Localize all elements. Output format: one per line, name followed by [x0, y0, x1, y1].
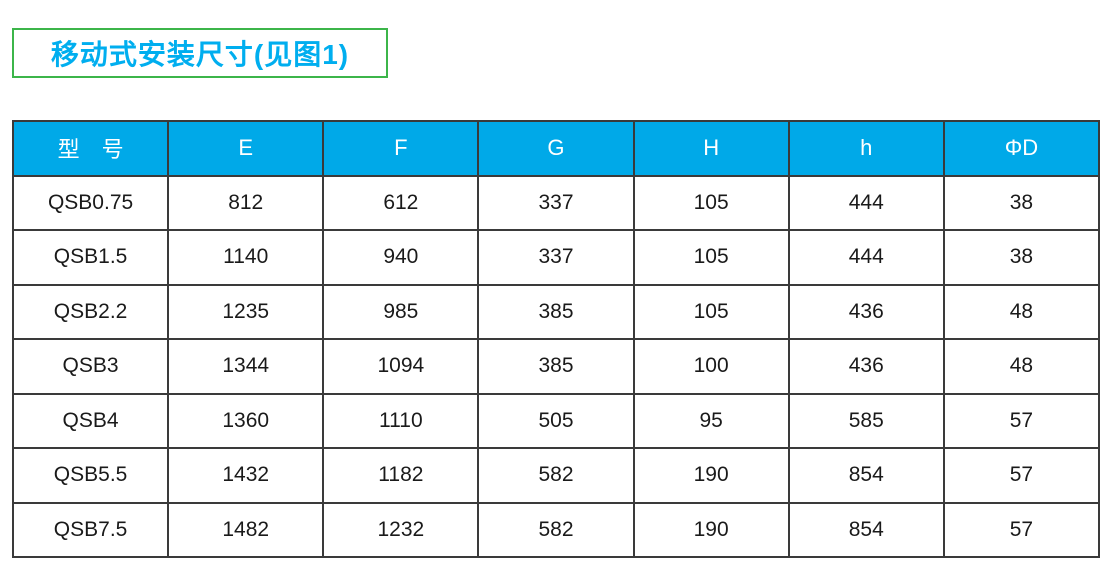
table-row: QSB2.2 1235 985 385 105 436 48: [11, 283, 1101, 340]
cell-g: 505: [477, 392, 635, 449]
cell-h-lower: 436: [787, 338, 945, 395]
cell-g: 385: [477, 338, 635, 395]
column-header-g: G: [477, 120, 635, 177]
cell-e: 1482: [167, 501, 325, 558]
cell-model: QSB1.5: [11, 229, 170, 286]
cell-phi-d: 48: [942, 338, 1101, 395]
cell-model: QSB3: [11, 338, 170, 395]
cell-f: 985: [322, 283, 480, 340]
table-row: QSB7.5 1482 1232 582 190 854 57: [11, 501, 1101, 558]
column-header-phi-d: ΦD: [942, 120, 1101, 177]
cell-f: 1232: [322, 501, 480, 558]
cell-g: 582: [477, 501, 635, 558]
column-header-model: 型 号: [11, 120, 170, 177]
cell-model: QSB0.75: [11, 174, 170, 231]
cell-f: 940: [322, 229, 480, 286]
cell-phi-d: 38: [942, 229, 1101, 286]
cell-h-lower: 444: [787, 229, 945, 286]
cell-model: QSB4: [11, 392, 170, 449]
cell-h-lower: 436: [787, 283, 945, 340]
cell-f: 1110: [322, 392, 480, 449]
cell-e: 1140: [167, 229, 325, 286]
table-row: QSB1.5 1140 940 337 105 444 38: [11, 229, 1101, 286]
cell-h-lower: 854: [787, 447, 945, 504]
section-title: 移动式安装尺寸(见图1): [50, 39, 350, 70]
cell-phi-d: 57: [942, 392, 1101, 449]
cell-g: 337: [477, 174, 635, 231]
cell-phi-d: 57: [942, 447, 1101, 504]
cell-h-upper: 190: [632, 501, 790, 558]
cell-e: 1344: [167, 338, 325, 395]
cell-f: 1182: [322, 447, 480, 504]
cell-h-lower: 444: [787, 174, 945, 231]
cell-f: 1094: [322, 338, 480, 395]
column-header-f: F: [322, 120, 480, 177]
cell-h-upper: 100: [632, 338, 790, 395]
cell-h-lower: 585: [787, 392, 945, 449]
cell-f: 612: [322, 174, 480, 231]
table-header-row: 型 号 E F G H h ΦD: [11, 120, 1101, 177]
cell-e: 1432: [167, 447, 325, 504]
table-row: QSB3 1344 1094 385 100 436 48: [11, 338, 1101, 395]
cell-h-lower: 854: [787, 501, 945, 558]
cell-phi-d: 38: [942, 174, 1101, 231]
cell-h-upper: 95: [632, 392, 790, 449]
column-header-h-lower: h: [787, 120, 945, 177]
section-title-box: 移动式安装尺寸(见图1): [12, 28, 388, 78]
cell-h-upper: 190: [632, 447, 790, 504]
table-row: QSB0.75 812 612 337 105 444 38: [11, 174, 1101, 231]
cell-e: 1360: [167, 392, 325, 449]
installation-dimensions-table: 型 号 E F G H h ΦD QSB0.75 812 612 337 105…: [11, 120, 1101, 558]
cell-g: 337: [477, 229, 635, 286]
cell-model: QSB2.2: [11, 283, 170, 340]
cell-e: 812: [167, 174, 325, 231]
cell-h-upper: 105: [632, 174, 790, 231]
cell-model: QSB5.5: [11, 447, 170, 504]
table-row: QSB5.5 1432 1182 582 190 854 57: [11, 447, 1101, 504]
cell-g: 582: [477, 447, 635, 504]
cell-h-upper: 105: [632, 283, 790, 340]
cell-g: 385: [477, 283, 635, 340]
column-header-e: E: [167, 120, 325, 177]
cell-model: QSB7.5: [11, 501, 170, 558]
table-row: QSB4 1360 1110 505 95 585 57: [11, 392, 1101, 449]
cell-e: 1235: [167, 283, 325, 340]
column-header-h-upper: H: [632, 120, 790, 177]
cell-phi-d: 57: [942, 501, 1101, 558]
cell-phi-d: 48: [942, 283, 1101, 340]
cell-h-upper: 105: [632, 229, 790, 286]
